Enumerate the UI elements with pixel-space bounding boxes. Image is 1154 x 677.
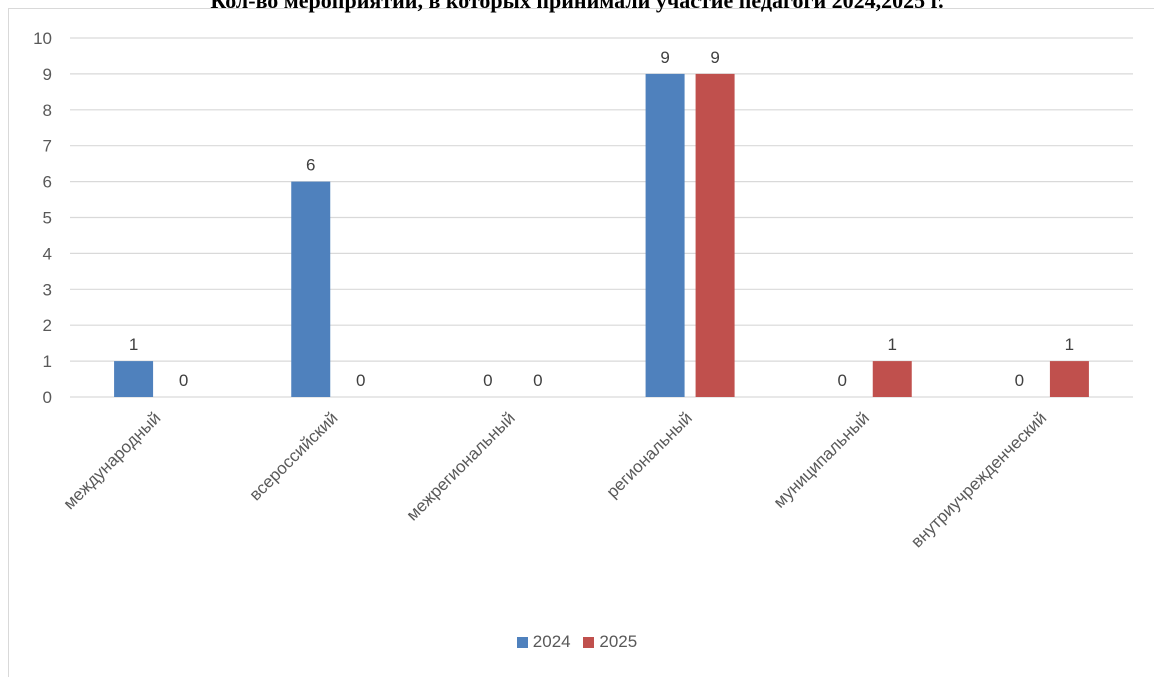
legend: 2024 2025 bbox=[0, 632, 1154, 653]
chart-frame bbox=[8, 8, 1154, 677]
data-label-2024-3: 9 bbox=[660, 48, 669, 67]
data-label-2024-5: 0 bbox=[1015, 371, 1024, 390]
bar-2025-5 bbox=[1049, 361, 1089, 397]
legend-item-2024: 2024 bbox=[516, 632, 571, 652]
x-tick-label: региональный bbox=[603, 408, 696, 501]
legend-label-2024: 2024 bbox=[532, 632, 571, 651]
x-tick-label: межрегиональный bbox=[403, 408, 519, 524]
y-tick-label: 6 bbox=[43, 173, 52, 192]
y-tick-label: 7 bbox=[43, 137, 52, 156]
data-label-2025-4: 1 bbox=[888, 335, 897, 354]
data-label-2025-1: 0 bbox=[356, 371, 365, 390]
legend-item-2025: 2025 bbox=[583, 632, 637, 652]
y-tick-label: 5 bbox=[43, 209, 52, 228]
bar-2024-1 bbox=[291, 181, 331, 397]
data-label-2025-5: 1 bbox=[1065, 335, 1074, 354]
bar-2025-3 bbox=[695, 73, 735, 398]
y-tick-label: 0 bbox=[43, 388, 52, 407]
y-tick-label: 10 bbox=[33, 29, 52, 48]
y-tick-label: 3 bbox=[43, 280, 52, 299]
x-tick-label: всероссийский bbox=[246, 408, 342, 504]
legend-swatch-2024 bbox=[516, 636, 528, 648]
legend-label-2025: 2025 bbox=[599, 632, 638, 651]
bar-2024-0 bbox=[114, 361, 154, 397]
data-label-2025-0: 0 bbox=[179, 371, 188, 390]
data-label-2025-2: 0 bbox=[533, 371, 542, 390]
data-label-2024-2: 0 bbox=[483, 371, 492, 390]
y-tick-label: 1 bbox=[43, 352, 52, 371]
bar-2025-4 bbox=[872, 361, 912, 397]
x-tick-label: внутриучрежденческий bbox=[907, 408, 1050, 551]
x-tick-label: международный bbox=[60, 408, 165, 513]
y-tick-label: 9 bbox=[43, 65, 52, 84]
data-label-2025-3: 9 bbox=[710, 48, 719, 67]
y-tick-label: 2 bbox=[43, 316, 52, 335]
y-tick-label: 8 bbox=[43, 101, 52, 120]
data-label-2024-1: 6 bbox=[306, 156, 315, 175]
bar-2024-3 bbox=[645, 73, 685, 398]
x-tick-label: муниципальный bbox=[770, 408, 873, 511]
legend-swatch-2025 bbox=[583, 636, 595, 648]
y-tick-label: 4 bbox=[43, 244, 52, 263]
chart-title: Кол-во мероприятий, в которых принимали … bbox=[210, 0, 944, 13]
data-label-2024-0: 1 bbox=[129, 335, 138, 354]
data-label-2024-4: 0 bbox=[838, 371, 847, 390]
